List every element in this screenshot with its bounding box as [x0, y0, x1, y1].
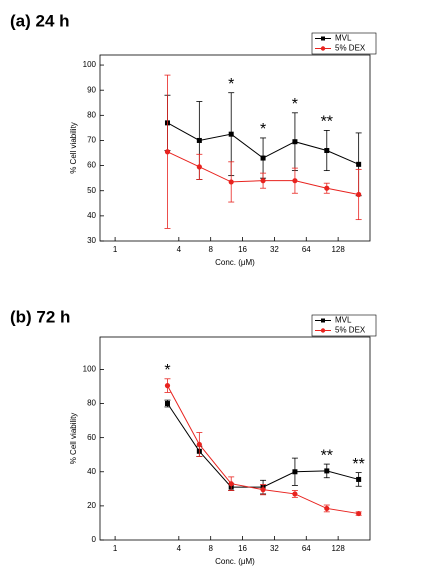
marker: [260, 178, 266, 184]
marker: [164, 383, 171, 389]
y-tick-label: 40: [87, 467, 96, 476]
y-tick-label: 30: [87, 236, 96, 245]
marker: [292, 139, 298, 145]
y-tick-label: 80: [87, 110, 96, 119]
x-tick-label: 16: [238, 544, 247, 553]
significance-mark: *: [228, 76, 234, 93]
y-tick-label: 80: [87, 399, 96, 408]
marker: [324, 468, 330, 474]
y-tick-label: 0: [92, 535, 97, 544]
marker: [356, 161, 362, 167]
y-axis-label: % Cell viability: [69, 122, 78, 174]
y-tick-label: 100: [83, 60, 97, 69]
marker: [260, 155, 266, 161]
marker: [228, 179, 234, 185]
y-axis-label: % Cell viability: [69, 413, 78, 465]
x-tick-label: 8: [208, 544, 213, 553]
marker: [196, 137, 202, 143]
y-tick-label: 60: [87, 161, 96, 170]
x-tick-label: 1: [113, 544, 118, 553]
significance-mark: **: [321, 447, 333, 464]
x-tick-label: 1: [113, 245, 118, 254]
y-tick-label: 100: [83, 365, 97, 374]
y-tick-label: 50: [87, 186, 96, 195]
marker: [356, 476, 362, 482]
x-tick-label: 64: [302, 245, 311, 254]
marker: [292, 491, 298, 497]
marker: [324, 505, 330, 512]
marker: [164, 401, 170, 407]
significance-mark: *: [292, 96, 298, 113]
marker: [324, 185, 330, 191]
x-tick-label: 8: [208, 245, 213, 254]
x-axis-label: Conc. (μM): [215, 557, 255, 566]
marker: [164, 149, 171, 155]
series-line: [167, 403, 359, 488]
marker: [228, 481, 234, 487]
legend-marker: [320, 328, 326, 333]
marker: [260, 487, 266, 493]
marker: [292, 469, 298, 475]
marker: [356, 191, 362, 198]
legend-marker: [321, 318, 325, 323]
y-tick-label: 40: [87, 211, 96, 220]
x-tick-label: 128: [331, 544, 345, 553]
x-tick-label: 128: [331, 245, 345, 254]
legend-label: 5% DEX: [335, 44, 366, 53]
y-tick-label: 90: [87, 85, 96, 94]
plot-frame: [99, 54, 371, 242]
significance-mark: *: [260, 121, 266, 138]
legend-label: MVL: [335, 34, 352, 43]
marker: [196, 164, 202, 170]
panel-title: (b) 72 h: [10, 307, 70, 326]
x-axis-label: Conc. (μM): [215, 258, 255, 267]
significance-mark: *: [164, 362, 170, 379]
legend-marker: [321, 36, 325, 41]
y-tick-label: 60: [87, 433, 96, 442]
legend-label: 5% DEX: [335, 326, 366, 335]
marker: [292, 178, 298, 184]
x-tick-label: 16: [238, 245, 247, 254]
marker: [356, 510, 362, 517]
x-tick-label: 64: [302, 544, 311, 553]
legend-label: MVL: [335, 316, 352, 325]
plot-frame: [99, 336, 371, 541]
x-tick-label: 32: [270, 544, 279, 553]
y-tick-label: 20: [87, 501, 96, 510]
y-tick-label: 70: [87, 136, 96, 145]
x-tick-label: 32: [270, 245, 279, 254]
significance-mark: **: [352, 456, 364, 473]
panel-title: (a) 24 h: [10, 11, 70, 30]
marker: [324, 148, 330, 154]
significance-mark: **: [321, 114, 333, 131]
x-tick-label: 4: [177, 245, 182, 254]
marker: [228, 131, 234, 137]
legend-marker: [320, 46, 326, 51]
x-tick-label: 4: [177, 544, 182, 553]
marker: [196, 441, 202, 448]
